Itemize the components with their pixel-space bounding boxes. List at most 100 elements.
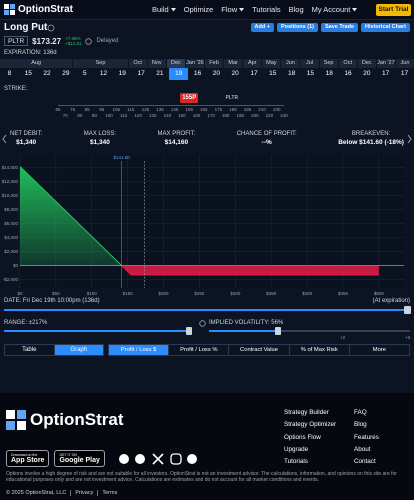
strike-label[interactable]: 115 (127, 107, 135, 112)
day-cell[interactable]: 17 (137, 70, 145, 77)
nav-link-text[interactable]: Build (152, 5, 169, 14)
strike-label[interactable]: 90 (91, 113, 97, 118)
strike-label[interactable]: 155 (185, 107, 193, 112)
strike-label[interactable]: 105 (112, 107, 121, 112)
strike-label[interactable]: 230 (272, 107, 281, 112)
info-icon[interactable] (47, 24, 55, 32)
facebook-icon[interactable] (187, 454, 197, 464)
footer-link[interactable]: Strategy Optimizer (284, 421, 337, 429)
strike-label[interactable]: 85 (84, 107, 90, 112)
strike-label[interactable]: 210 (258, 107, 266, 112)
range-slider-knob[interactable] (186, 327, 192, 335)
day-cell[interactable]: 16 (193, 70, 202, 77)
youtube-icon[interactable] (135, 454, 145, 464)
strike-label[interactable]: 165 (200, 107, 208, 112)
footer-link[interactable]: Features (354, 433, 379, 441)
nav-link-text[interactable]: Blog (288, 5, 304, 14)
nav-link[interactable]: My Account (312, 5, 358, 14)
metric-tab[interactable]: Profit / Loss % (168, 345, 228, 355)
day-cell[interactable]: 8 (7, 70, 12, 77)
day-cell[interactable]: 18 (325, 70, 333, 77)
view-tab[interactable]: Table (22, 347, 37, 353)
strike-label[interactable]: 195 (243, 107, 252, 112)
strike-label[interactable]: 145 (170, 107, 179, 112)
footer-link[interactable]: Tutorials (284, 458, 308, 466)
day-cell[interactable]: 16 (344, 70, 352, 77)
strike-label[interactable]: 100 (105, 113, 113, 118)
day-cell[interactable]: 20 (212, 70, 220, 77)
nav-link-text[interactable]: My Account (311, 5, 351, 14)
metric-tab[interactable]: Profit / Loss $ (109, 345, 169, 355)
day-cell[interactable]: 17 (382, 70, 390, 77)
strike-label[interactable]: 175 (214, 107, 223, 112)
day-cell[interactable]: 12 (99, 70, 108, 77)
strike-label[interactable]: 75 (70, 107, 76, 112)
footer-link[interactable]: About (354, 445, 371, 453)
store-badge[interactable]: Download on the App Store (6, 450, 50, 467)
nav-link[interactable]: Flow (221, 5, 245, 14)
footer-link[interactable]: Options Flow (284, 433, 321, 441)
day-cell[interactable]: 20 (363, 70, 371, 77)
day-cell[interactable]: 17 (250, 70, 258, 77)
instagram-icon[interactable] (170, 453, 182, 465)
view-tab[interactable]: Graph (53, 345, 103, 355)
footer-link[interactable]: Contact (354, 458, 376, 466)
day-cell[interactable]: 29 (62, 70, 70, 77)
nav-link-text[interactable]: Tutorials (252, 5, 281, 14)
strategy-button[interactable]: Positions (1) (276, 23, 318, 32)
start-trial-button[interactable]: Start Trial (376, 4, 411, 16)
strike-label[interactable]: 130 (149, 113, 157, 118)
symbol[interactable]: PLTR (4, 36, 29, 46)
strike-label[interactable]: 180 (221, 113, 230, 118)
footer-link[interactable]: FAQ (354, 409, 367, 416)
strike-label[interactable]: 70 (62, 113, 68, 118)
prev-arrow[interactable] (2, 134, 8, 144)
strike-label[interactable]: 135 (156, 107, 164, 112)
day-cell[interactable]: 21 (156, 70, 164, 77)
metric-tab[interactable]: Contract Value (228, 345, 288, 355)
iv-slider-knob[interactable] (275, 327, 281, 335)
strategy-button[interactable]: Save Trade (320, 23, 359, 32)
day-cell[interactable]: 5 (82, 70, 87, 77)
nav-link-text[interactable]: Optimize (183, 5, 214, 14)
day-cell[interactable]: 15 (269, 70, 277, 77)
day-cell[interactable]: 20 (231, 70, 239, 77)
day-cell[interactable]: 18 (287, 70, 296, 77)
strike-label[interactable]: 120 (134, 113, 142, 118)
nav-link[interactable]: Optimize (184, 5, 214, 14)
strike-label[interactable]: 160 (192, 113, 201, 118)
strike-label[interactable]: 80 (77, 113, 83, 118)
strike-label[interactable]: 110 (120, 113, 128, 118)
day-cell[interactable]: 15 (306, 70, 315, 77)
strike-label[interactable]: 170 (207, 113, 215, 118)
strike-label[interactable]: 140 (163, 113, 172, 118)
day-cell[interactable]: 22 (43, 70, 51, 77)
day-cell[interactable]: 15 (24, 70, 32, 77)
footer-link[interactable]: Blog (354, 421, 367, 429)
day-cell[interactable]: 17 (400, 70, 409, 77)
day-cell[interactable]: 19 (169, 68, 189, 80)
strike-label[interactable]: 190 (236, 113, 244, 118)
next-arrow[interactable] (406, 134, 412, 144)
footer-link[interactable]: Upgrade (284, 445, 309, 453)
strike-position[interactable]: 155P (180, 93, 199, 103)
iv-slider[interactable] (209, 330, 410, 332)
date-slider-knob[interactable] (404, 306, 411, 314)
nav-link[interactable]: Build (152, 5, 176, 14)
legal-link[interactable]: Terms (97, 490, 117, 496)
strike-label[interactable]: 125 (141, 107, 150, 112)
nav-link[interactable]: Blog (289, 5, 304, 14)
strike-label[interactable]: 200 (251, 113, 259, 118)
day-cell[interactable]: 19 (118, 70, 126, 77)
store-badge[interactable]: GET IT ON Google Play (54, 450, 105, 467)
strategy-button[interactable]: Historical Chart (361, 23, 410, 32)
strike-label[interactable]: 185 (229, 107, 237, 112)
strike-label[interactable]: 65 (55, 107, 61, 112)
nav-link[interactable]: Tutorials (252, 5, 280, 14)
strike-label[interactable]: 240 (280, 113, 288, 118)
strike-label[interactable]: 150 (178, 113, 186, 118)
nav-link-text[interactable]: Flow (221, 5, 238, 14)
strike-label[interactable]: 95 (99, 107, 105, 112)
reset-icon[interactable] (199, 320, 206, 327)
range-slider[interactable] (4, 330, 190, 332)
